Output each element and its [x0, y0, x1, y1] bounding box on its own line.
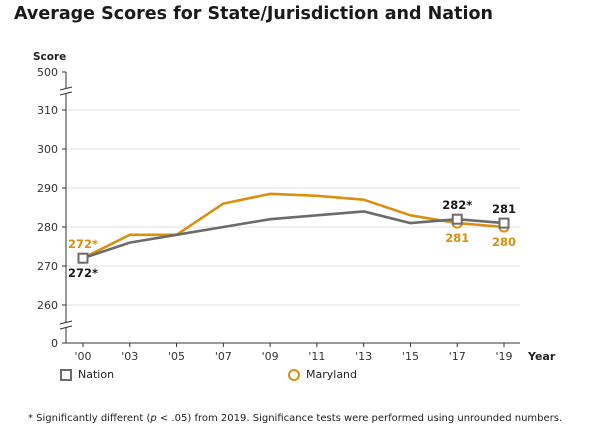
x-tick-label: '13 — [355, 350, 372, 363]
circle-marker-icon — [288, 368, 300, 381]
x-tick-label: '19 — [495, 350, 512, 363]
data-label: 282* — [442, 198, 472, 212]
axis-break-stroke — [59, 320, 73, 325]
data-label: 280 — [492, 235, 516, 249]
data-label: 272* — [68, 266, 98, 280]
y-tick-label: 500 — [37, 66, 58, 79]
axes: 500 310 300 290 280 270 260 0 Score '00 '03 '05 '07 '… — [33, 51, 556, 363]
axis-break-stroke — [59, 86, 73, 91]
axis-break-icon — [59, 320, 73, 330]
x-tick-label: '15 — [402, 350, 419, 363]
legend-maryland: Maryland — [288, 368, 357, 381]
legend-nation-label: Nation — [78, 368, 115, 381]
y-axis-title: Score — [33, 51, 66, 63]
y-tick-label: 290 — [37, 182, 58, 195]
footnote-suffix: < .05) from 2019. Significance tests wer… — [156, 413, 563, 424]
axis-break-stroke — [59, 91, 73, 96]
data-labels: 272* 272* 282* 281 281 280 — [68, 198, 516, 280]
x-tick-label: '09 — [262, 350, 279, 363]
x-axis-title: Year — [527, 350, 556, 363]
y-tick-label: 260 — [37, 299, 58, 312]
footnote-p: p — [150, 413, 157, 424]
y-tick-label: 280 — [37, 221, 58, 234]
line-chart: 500 310 300 290 280 270 260 0 Score '00 '03 '05 '07 '… — [33, 51, 556, 363]
axis-break-gap — [59, 88, 73, 94]
data-label: 281 — [445, 231, 469, 245]
y-tick-label: 300 — [37, 143, 58, 156]
x-tick-label: '17 — [449, 350, 466, 363]
series-markers — [77, 213, 510, 264]
gridlines — [66, 109, 520, 306]
x-tick-label: '05 — [168, 350, 185, 363]
nation-point-marker — [77, 252, 89, 264]
data-label: 272* — [68, 237, 98, 251]
legend-maryland-label: Maryland — [306, 368, 358, 381]
nation-point-marker — [498, 217, 510, 229]
y-tick-label: 310 — [37, 104, 58, 117]
x-tick-label: '00 — [74, 350, 91, 363]
data-label: 281 — [492, 202, 516, 216]
axis-break-gap — [59, 322, 73, 328]
x-tick-label: '03 — [121, 350, 138, 363]
footnote: * Significantly different (p < .05) from… — [28, 413, 562, 424]
y-tick-label: 0 — [51, 337, 58, 350]
nation-point-marker — [451, 213, 463, 225]
chart-title: Average Scores for State/Jurisdiction an… — [14, 4, 493, 24]
axis-break-icon — [59, 86, 73, 96]
axis-break-stroke — [59, 325, 73, 330]
x-tick-label: '07 — [215, 350, 232, 363]
footnote-prefix: * Significantly different ( — [28, 413, 151, 424]
square-marker-icon — [60, 368, 72, 381]
y-tick-label: 270 — [37, 260, 58, 273]
legend-nation: Nation — [60, 368, 114, 381]
series-line-maryland — [82, 192, 505, 260]
series-lines — [82, 192, 505, 260]
series-line-nation — [82, 210, 505, 260]
x-tick-label: '11 — [308, 350, 325, 363]
